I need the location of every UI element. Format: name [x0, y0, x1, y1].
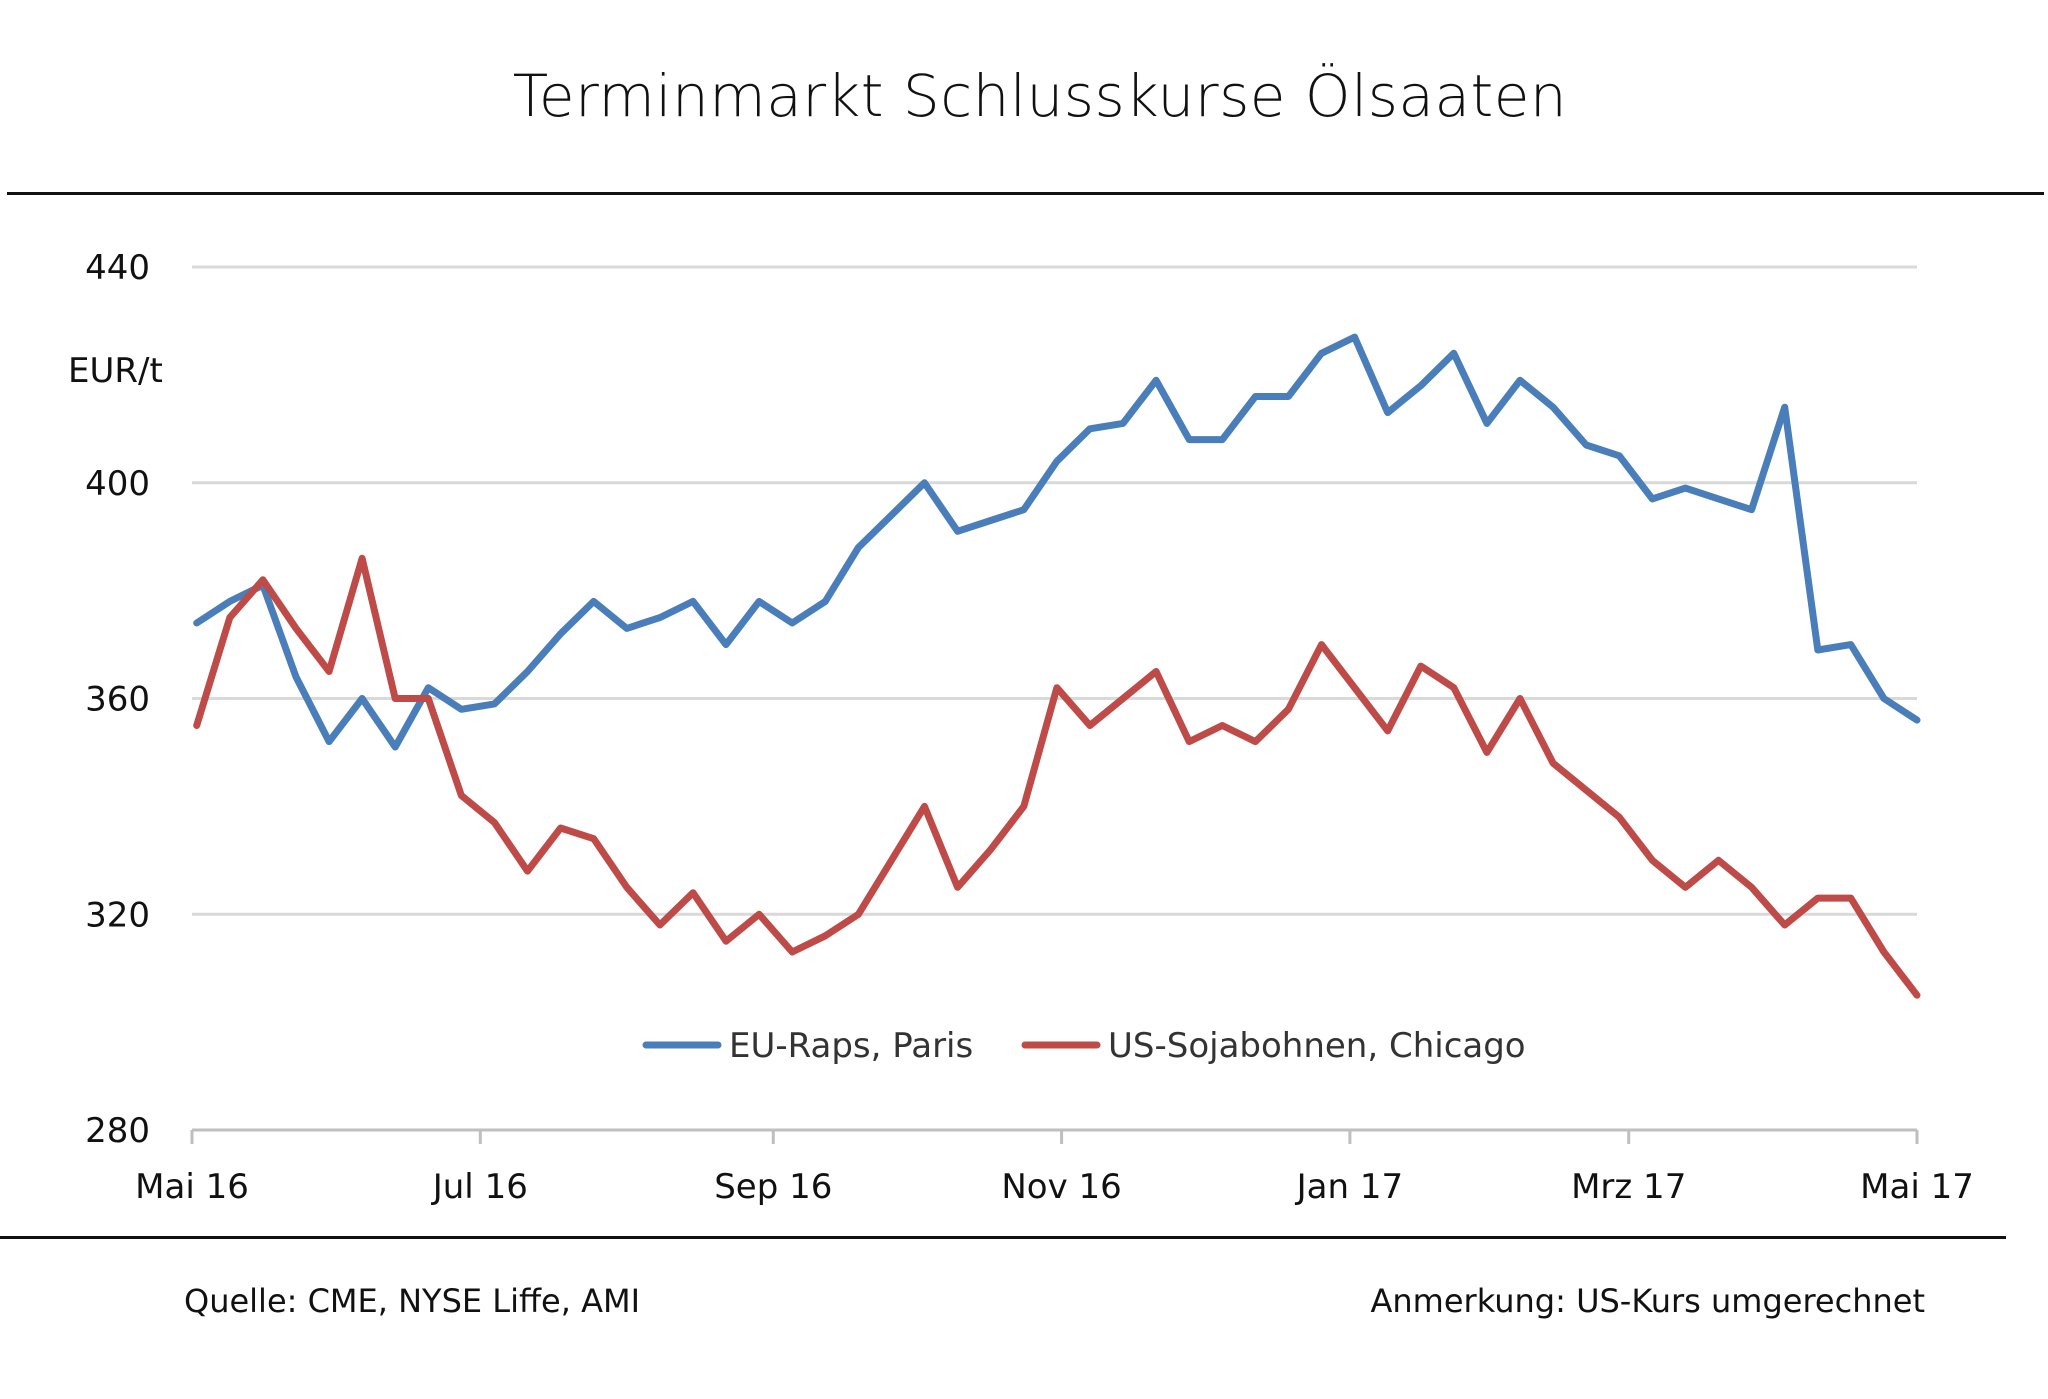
source-note: Quelle: CME, NYSE Liffe, AMI — [184, 1282, 641, 1320]
y-tick-label: 360 — [85, 680, 150, 720]
y-tick-label: 400 — [85, 464, 150, 504]
chart-title: Terminmarkt Schlusskurse Ölsaaten — [512, 62, 1568, 130]
y-tick-label: 280 — [85, 1111, 150, 1151]
x-tick-label: Mai 16 — [135, 1167, 249, 1207]
x-tick-label: Jul 16 — [431, 1167, 528, 1207]
x-tick-label: Jan 17 — [1295, 1167, 1403, 1207]
y-tick-label: 440 — [85, 248, 150, 288]
x-tick-label: Mai 17 — [1860, 1167, 1974, 1207]
x-tick-label: Nov 16 — [1001, 1167, 1121, 1207]
series-line-us-soja — [193, 554, 1921, 999]
y-tick-label: 320 — [85, 895, 150, 935]
legend-label: US-Sojabohnen, Chicago — [1108, 1026, 1526, 1066]
x-tick-label: Mrz 17 — [1571, 1167, 1686, 1207]
bottom-divider — [0, 1236, 2006, 1239]
top-divider — [7, 192, 2044, 195]
y-axis-label: EUR/t — [68, 351, 163, 391]
legend-label: EU-Raps, Paris — [729, 1026, 973, 1066]
annotation-note: Anmerkung: US-Kurs umgerechnet — [1370, 1282, 1926, 1320]
x-tick-label: Sep 16 — [714, 1167, 832, 1207]
